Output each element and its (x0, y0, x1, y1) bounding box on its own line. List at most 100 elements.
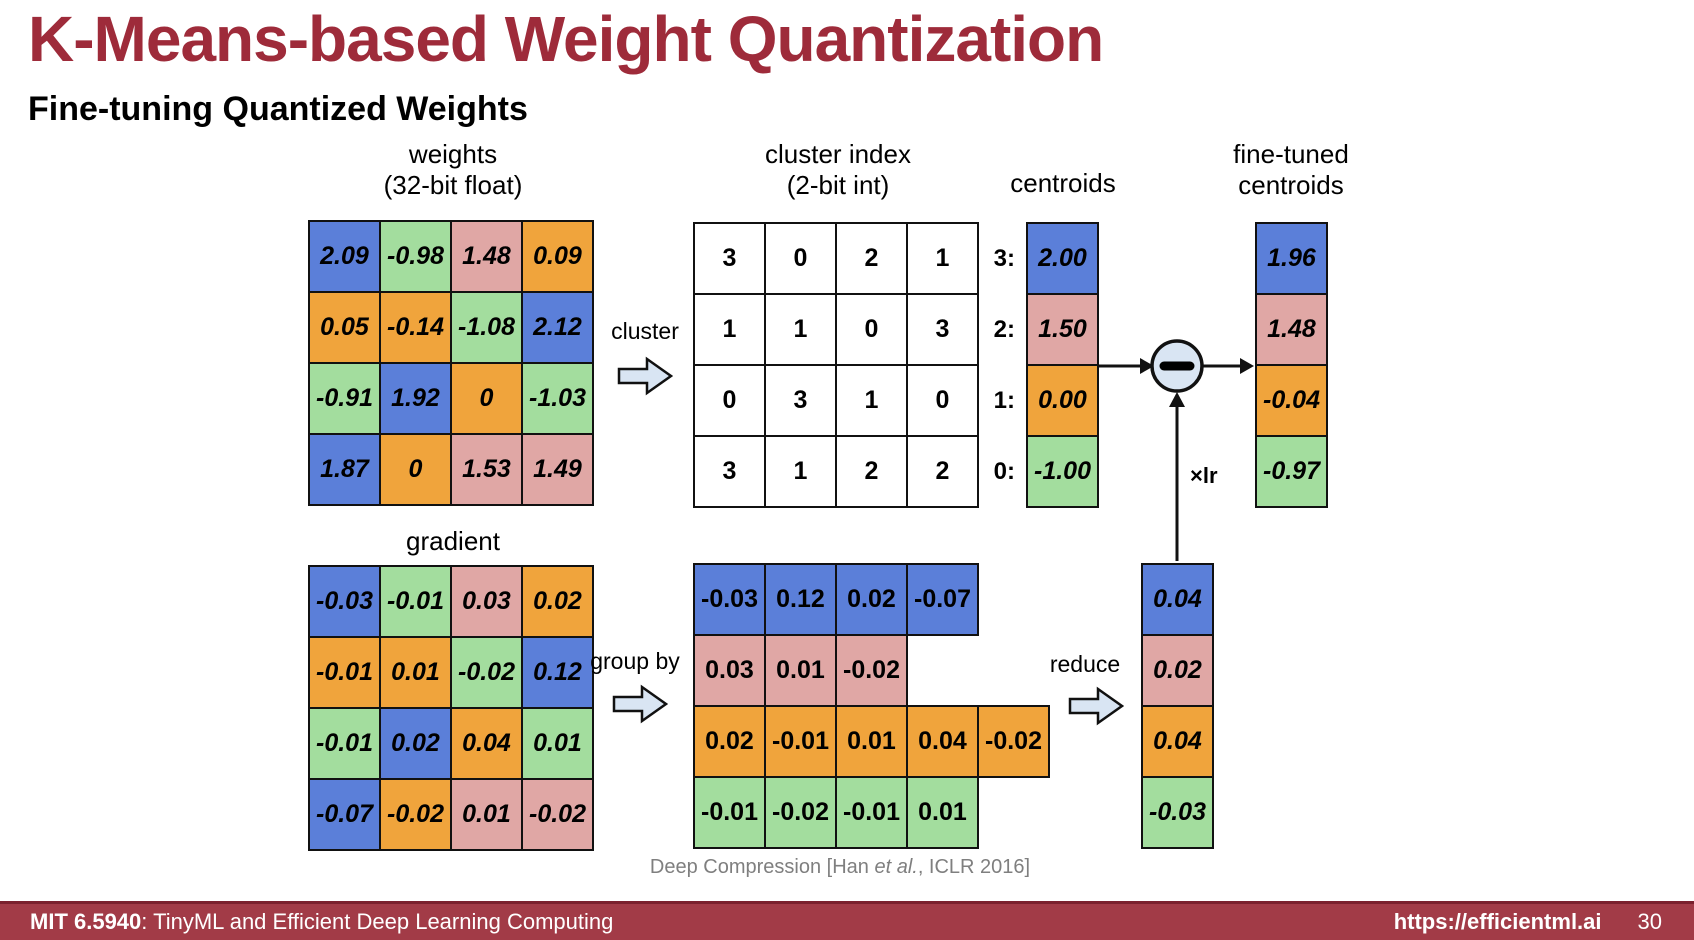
matrix-cell: -0.01 (835, 776, 908, 849)
matrix-cell: 1.53 (450, 433, 523, 506)
matrix-cell: 3 (693, 222, 766, 295)
matrix-cell: 2 (835, 222, 908, 295)
matrix-cell: -0.97 (1255, 435, 1328, 508)
matrix-cell: 1.96 (1255, 222, 1328, 295)
matrix-cell: 0.01 (450, 778, 523, 851)
matrix-cell: 2.00 (1026, 222, 1099, 295)
matrix-cell: 1 (764, 293, 837, 366)
arrowhead-right-icon (1140, 358, 1154, 374)
matrix-cell: -0.01 (308, 636, 381, 709)
matrix-cell: 0.04 (450, 707, 523, 780)
matrix-cell: 0.02 (379, 707, 452, 780)
page-subtitle: Fine-tuning Quantized Weights (28, 90, 528, 128)
matrix-cell: -0.02 (379, 778, 452, 851)
matrix-cell: 1.49 (521, 433, 594, 506)
matrix-cell: 3 (693, 435, 766, 508)
matrix-cell: 0.02 (521, 565, 594, 638)
matrix-row: -0.03 0.12 0.02 -0.07 (693, 563, 1050, 636)
footer-url: https://efficientml.ai (1393, 909, 1602, 934)
footer-bar: MIT 6.5940: TinyML and Efficient Deep Le… (0, 901, 1694, 940)
matrix-row: -0.03 (1141, 776, 1214, 849)
footer-course-number: MIT 6.5940 (30, 909, 142, 934)
matrix-row: 0.02 -0.01 0.01 0.04 -0.02 (693, 705, 1050, 778)
footer-course: MIT 6.5940: TinyML and Efficient Deep Le… (30, 909, 613, 935)
fine-tuned-title-line1: fine-tuned (1233, 139, 1349, 169)
matrix-row: -0.91 1.92 0 -1.03 (308, 362, 594, 435)
matrix-cell: 1 (906, 222, 979, 295)
matrix-cell: -0.01 (379, 565, 452, 638)
fine-tuned-title: fine-tuned centroids (1218, 139, 1364, 201)
matrix-cell: -0.02 (835, 634, 908, 707)
matrix-cell: 0.04 (906, 705, 979, 778)
citation-prefix: Deep Compression [Han (649, 856, 875, 878)
centroids-column: 2.00 1.50 0.00 -1.00 (1026, 222, 1099, 508)
matrix-cell: 0.12 (521, 636, 594, 709)
matrix-row: 0.04 (1141, 705, 1214, 778)
matrix-cell: 2.12 (521, 291, 594, 364)
group-by-arrow-icon (612, 684, 668, 724)
weights-title-line1: weights (408, 139, 498, 169)
arrowhead-up-icon (1169, 392, 1185, 407)
matrix-cell: 0 (693, 364, 766, 437)
weights-matrix: 2.09 -0.98 1.48 0.09 0.05 -0.14 -1.08 2.12 -0.91… (308, 220, 594, 506)
minus-node-icon (1150, 339, 1204, 393)
matrix-cell: 1 (835, 364, 908, 437)
footer-page-number: 30 (1637, 909, 1662, 934)
cluster-index-title-line1: cluster index (765, 139, 911, 169)
matrix-cell: 1 (764, 435, 837, 508)
footer-right: https://efficientml.ai 30 (1394, 909, 1662, 935)
matrix-cell: -0.07 (308, 778, 381, 851)
matrix-row: -0.01 0.01 -0.02 0.12 (308, 636, 594, 709)
matrix-row: 0.04 (1141, 563, 1214, 636)
cluster-arrow-icon (617, 356, 673, 396)
matrix-cell: -0.98 (379, 220, 452, 293)
matrix-cell: -1.03 (521, 362, 594, 435)
matrix-cell: -0.03 (693, 563, 766, 636)
matrix-cell: -0.03 (308, 565, 381, 638)
reduce-arrow-icon (1068, 686, 1124, 726)
matrix-cell: -0.04 (1255, 364, 1328, 437)
matrix-row: 0.00 (1026, 364, 1099, 437)
matrix-row: -0.04 (1255, 364, 1328, 437)
matrix-cell: -0.03 (1141, 776, 1214, 849)
matrix-cell: 1.48 (1255, 293, 1328, 366)
grouped-gradient-matrix: -0.03 0.12 0.02 -0.07 0.03 0.01 -0.02 0.02 -0.01… (693, 563, 1050, 849)
fine-tuned-centroids-column: 1.96 1.48 -0.04 -0.97 (1255, 222, 1328, 508)
matrix-cell: -0.01 (764, 705, 837, 778)
matrix-cell: 0.12 (764, 563, 837, 636)
matrix-cell: 0 (379, 433, 452, 506)
matrix-cell: 1.50 (1026, 293, 1099, 366)
reduced-gradient-column: 0.04 0.02 0.04 -0.03 (1141, 563, 1214, 849)
matrix-cell: 0 (450, 362, 523, 435)
matrix-cell: 0 (906, 364, 979, 437)
matrix-cell: 1.92 (379, 362, 452, 435)
page-title: K-Means-based Weight Quantization (28, 3, 1104, 75)
reduce-flow-label: reduce (1049, 651, 1121, 677)
matrix-row: -0.01 -0.02 -0.01 0.01 (693, 776, 1050, 849)
gradient-matrix: -0.03 -0.01 0.03 0.02 -0.01 0.01 -0.02 0.12 -0.0… (308, 565, 594, 851)
matrix-cell: -0.02 (521, 778, 594, 851)
citation: Deep Compression [Han et al., ICLR 2016] (480, 856, 1200, 879)
matrix-cell: -0.91 (308, 362, 381, 435)
centroid-index-label: 1: (993, 386, 1015, 414)
matrix-cell: 0.02 (835, 563, 908, 636)
matrix-row: 1.48 (1255, 293, 1328, 366)
footer-course-name: : TinyML and Efficient Deep Learning Com… (141, 909, 614, 934)
matrix-cell: -0.02 (450, 636, 523, 709)
matrix-row: 2.00 (1026, 222, 1099, 295)
matrix-cell: -0.02 (977, 705, 1050, 778)
matrix-cell: 0 (835, 293, 908, 366)
matrix-cell: 0.01 (906, 776, 979, 849)
matrix-cell: 0.01 (521, 707, 594, 780)
centroids-title: centroids (1010, 168, 1116, 198)
matrix-cell: -0.07 (906, 563, 979, 636)
matrix-cell: 1 (693, 293, 766, 366)
matrix-cell: 2 (906, 435, 979, 508)
weights-title-line2: (32-bit float) (383, 170, 523, 200)
matrix-row: 0.02 (1141, 634, 1214, 707)
matrix-cell: 2 (835, 435, 908, 508)
matrix-row: -1.00 (1026, 435, 1099, 508)
